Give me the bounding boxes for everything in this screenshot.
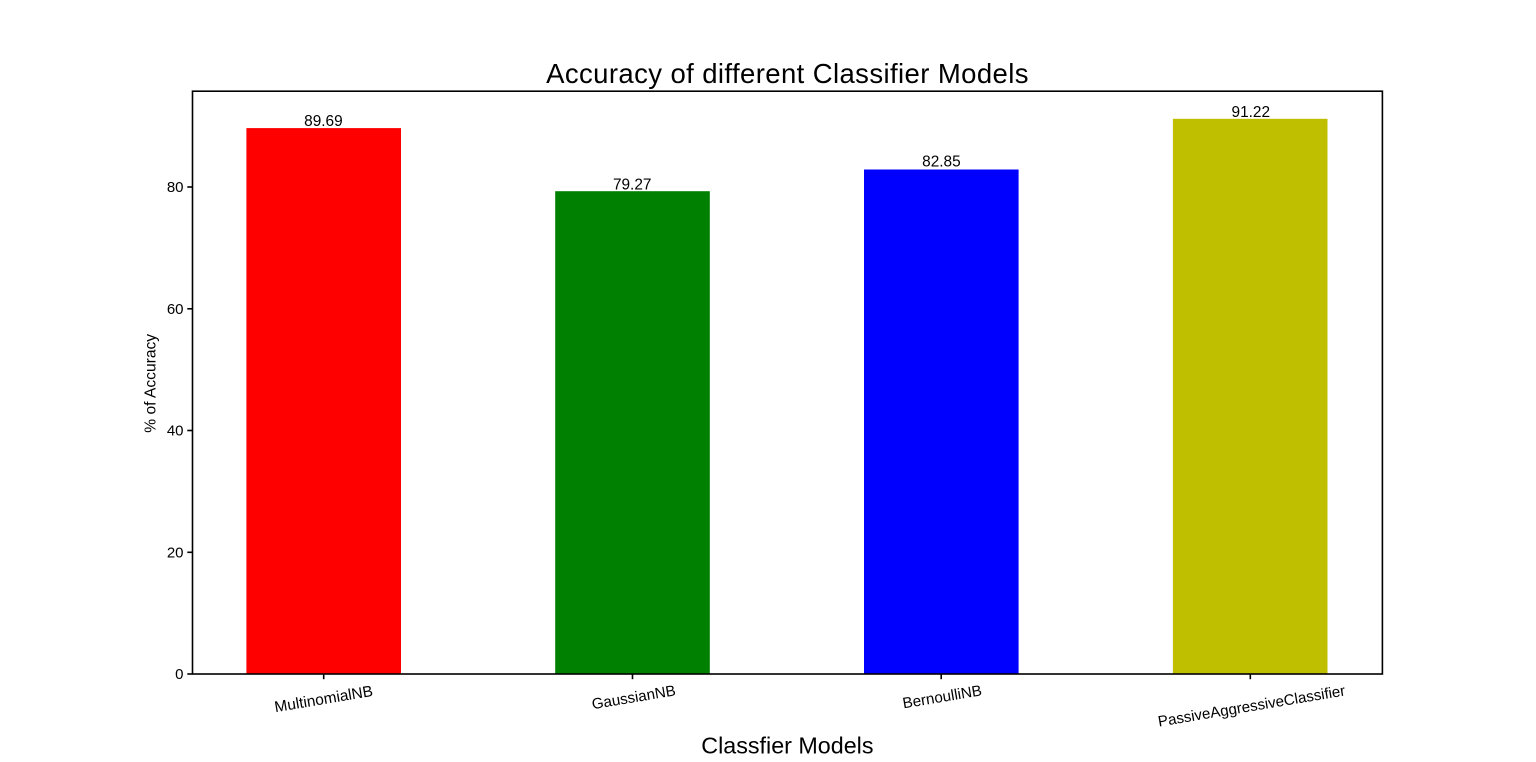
svg-text:80: 80: [167, 179, 184, 196]
svg-text:Accuracy of different Classifi: Accuracy of different Classifier Models: [546, 58, 1029, 89]
svg-text:Classfier Models: Classfier Models: [701, 732, 873, 757]
svg-text:60: 60: [167, 301, 184, 318]
svg-text:% of Accuracy: % of Accuracy: [143, 334, 160, 433]
svg-text:79.27: 79.27: [613, 176, 652, 193]
svg-text:0: 0: [175, 666, 183, 683]
svg-text:40: 40: [167, 423, 184, 440]
svg-text:91.22: 91.22: [1232, 104, 1271, 121]
svg-text:82.85: 82.85: [922, 154, 961, 171]
svg-text:89.69: 89.69: [304, 113, 343, 130]
svg-text:20: 20: [167, 545, 184, 562]
